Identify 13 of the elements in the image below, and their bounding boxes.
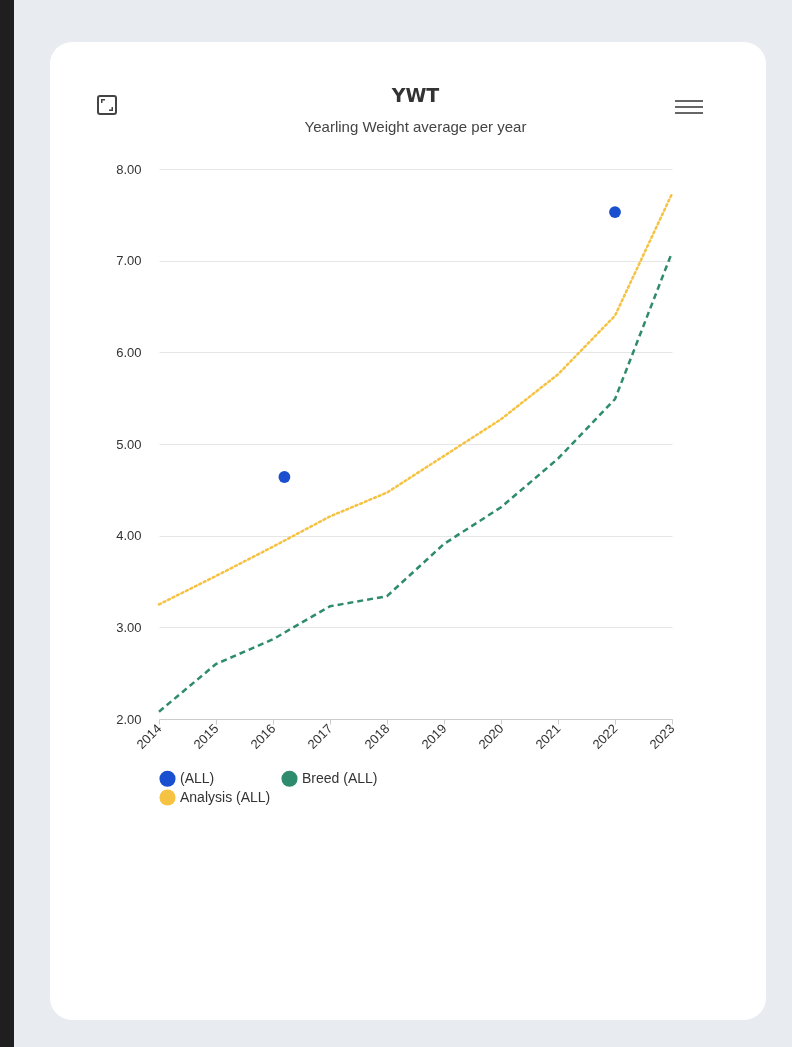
chart-subtitle: Yearling Weight average per year <box>304 118 527 135</box>
legend-label: (ALL) <box>180 769 215 786</box>
legend-label: Breed (ALL) <box>302 769 378 786</box>
y-tick-label: 6.00 <box>116 344 142 360</box>
y-tick-label: 3.00 <box>116 619 142 635</box>
y-tick-label: 8.00 <box>116 161 142 177</box>
y-tick-label: 7.00 <box>116 253 142 269</box>
legend-label: Analysis (ALL) <box>180 788 271 805</box>
y-tick-label: 4.00 <box>116 528 142 544</box>
line-series <box>157 192 674 606</box>
chart-title: YWT <box>390 84 440 106</box>
y-tick-label: 2.00 <box>116 711 142 727</box>
y-tick-label: 5.00 <box>116 436 142 452</box>
